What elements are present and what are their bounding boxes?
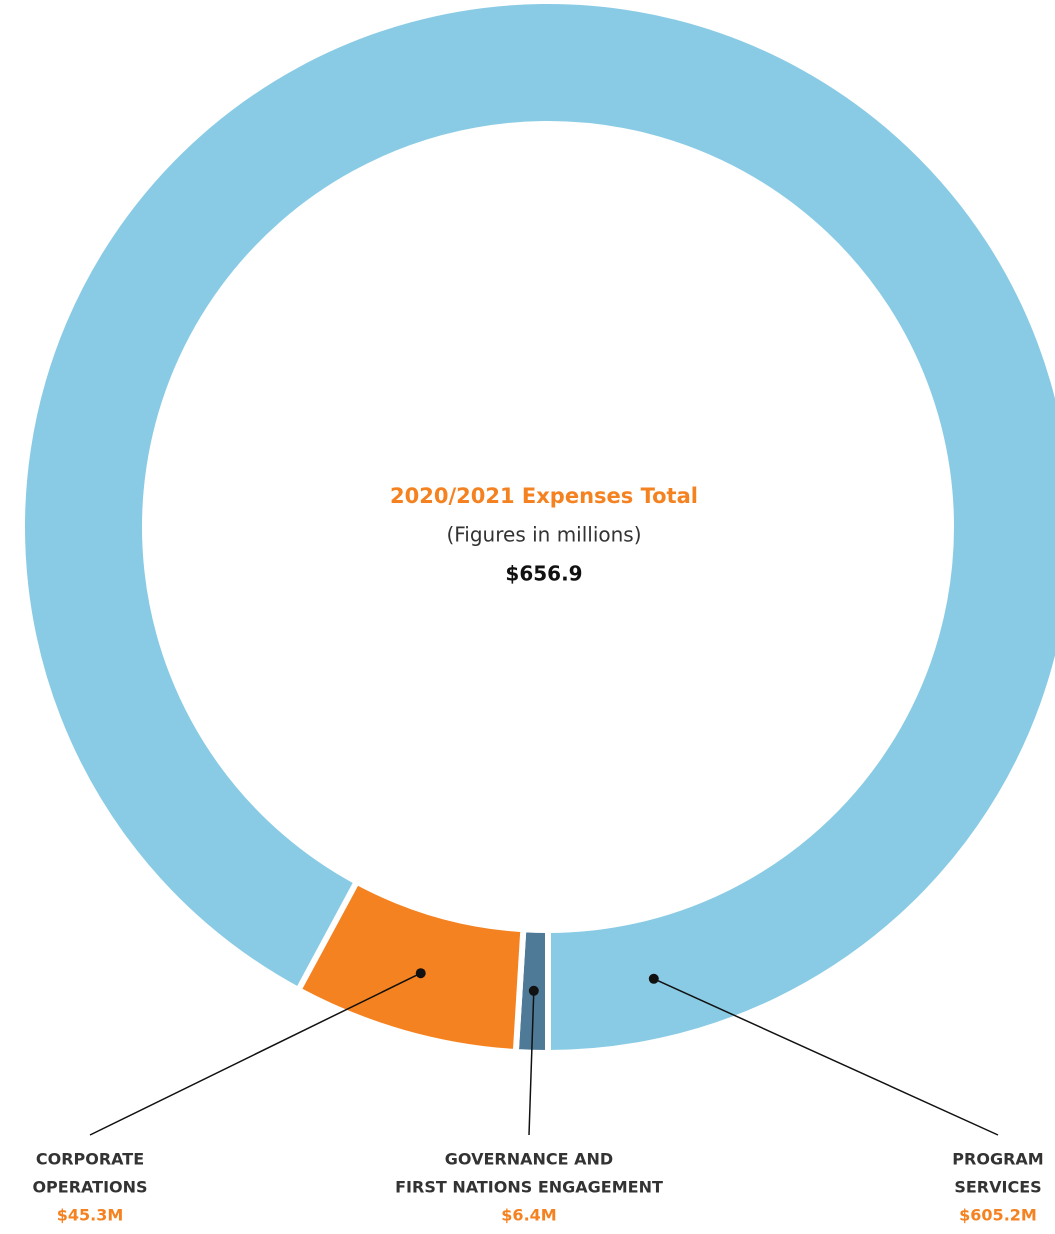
chart-subtitle: (Figures in millions) <box>446 523 641 547</box>
category-label: PROGRAM <box>952 1150 1043 1169</box>
value-label: $6.4M <box>501 1206 556 1225</box>
category-label: GOVERNANCE AND <box>445 1150 613 1169</box>
leader-dot <box>528 985 539 996</box>
value-label: $605.2M <box>959 1206 1037 1225</box>
leader-line <box>89 972 422 1136</box>
chart-title: 2020/2021 Expenses Total <box>390 484 698 508</box>
leader-line <box>528 990 535 1136</box>
category-label: SERVICES <box>954 1178 1041 1197</box>
leader-line <box>653 978 999 1136</box>
leader-dot <box>415 968 426 979</box>
leader-dot <box>648 973 659 984</box>
category-label: CORPORATE <box>36 1150 144 1169</box>
donut-slice <box>19 0 1055 1057</box>
value-label: $45.3M <box>57 1206 124 1225</box>
total-label: $656.9 <box>505 562 582 586</box>
category-label: OPERATIONS <box>32 1178 147 1197</box>
category-label: FIRST NATIONS ENGAGEMENT <box>395 1178 663 1197</box>
